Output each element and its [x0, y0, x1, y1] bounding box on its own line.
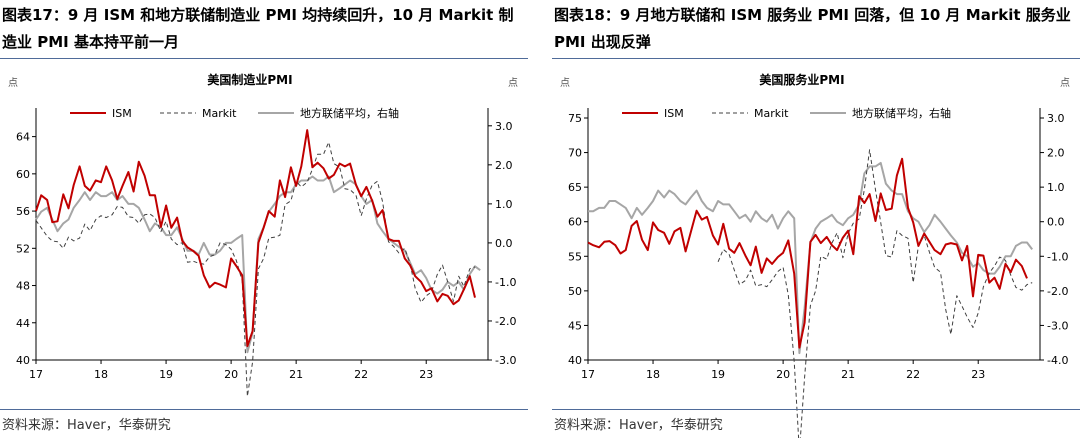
figure-17-title: 图表17：9 月 ISM 和地方联储制造业 PMI 均持续回升，10 月 Mar…	[2, 6, 514, 51]
left-tick-label: 52	[16, 242, 30, 255]
left-axis-unit: 点	[8, 77, 18, 89]
left-tick-label: 60	[16, 168, 30, 181]
left-tick-label: 40	[568, 354, 582, 367]
right-tick-label: -3.0	[1047, 319, 1068, 332]
left-tick-label: 55	[568, 250, 582, 263]
right-tick-label: 1.0	[1047, 181, 1065, 194]
x-tick-label: 21	[841, 368, 855, 381]
right-tick-label: 3.0	[495, 120, 513, 133]
x-tick-label: 18	[646, 368, 660, 381]
series-line-regional-fed	[35, 175, 481, 354]
legend-label: Markit	[754, 107, 789, 120]
left-tick-label: 65	[568, 181, 582, 194]
x-tick-label: 17	[29, 368, 43, 381]
left-tick-label: 44	[16, 317, 30, 330]
x-tick-label: 20	[776, 368, 790, 381]
x-tick-label: 20	[224, 368, 238, 381]
left-tick-label: 75	[568, 112, 582, 125]
right-tick-label: -2.0	[1047, 285, 1068, 298]
manufacturing-pmi-chart: 美国制造业PMI 点 点 40 44 48 52 56 60 64 -3.0 -2.0 -1.0 0.0 1…	[8, 72, 518, 397]
right-tick-label: -2.0	[495, 315, 516, 328]
figure-18-title: 图表18：9 月地方联储和 ISM 服务业 PMI 回落，但 10 月 Mark…	[554, 6, 1071, 51]
x-tick-label: 21	[289, 368, 303, 381]
chart-title: 美国制造业PMI	[207, 72, 292, 87]
series-line-ism	[35, 129, 476, 347]
x-tick-label: 19	[159, 368, 173, 381]
figure-17-source: 资料来源：Haver，华泰研究	[2, 418, 171, 433]
figure-17-panel: 图表17：9 月 ISM 和地方联储制造业 PMI 均持续回升，10 月 Mar…	[0, 0, 528, 438]
footer-divider	[552, 409, 1080, 410]
left-tick-label: 45	[568, 319, 582, 332]
right-tick-label: 3.0	[1047, 112, 1065, 125]
right-axis-unit: 点	[1060, 77, 1070, 89]
figure-18-source: 资料来源：Haver，华泰研究	[554, 418, 723, 433]
legend-label: 地方联储平均，右轴	[852, 106, 951, 120]
x-tick-label: 23	[971, 368, 985, 381]
figure-18-panel: 图表18：9 月地方联储和 ISM 服务业 PMI 回落，但 10 月 Mark…	[552, 0, 1080, 438]
right-tick-label: 1.0	[495, 198, 513, 211]
left-tick-label: 70	[568, 147, 582, 160]
series-line-ism	[587, 157, 1028, 349]
right-tick-label: -1.0	[1047, 250, 1068, 263]
legend-label: 地方联储平均，右轴	[300, 106, 399, 120]
left-tick-label: 48	[16, 280, 30, 293]
x-tick-label: 23	[419, 368, 433, 381]
x-tick-label: 22	[906, 368, 920, 381]
right-tick-label: 2.0	[495, 159, 513, 172]
left-tick-label: 64	[16, 131, 30, 144]
legend-label: ISM	[664, 107, 684, 120]
right-tick-label: 0.0	[1047, 216, 1065, 229]
footer-divider	[0, 409, 528, 410]
title-divider	[0, 58, 528, 59]
x-tick-label: 22	[354, 368, 368, 381]
left-tick-label: 60	[568, 216, 582, 229]
x-tick-label: 18	[94, 368, 108, 381]
legend-label: Markit	[202, 107, 237, 120]
services-pmi-chart: 美国服务业PMI 点 点 40 45 50 55 60 65 70 75 -4.0 -3.0 -2.0 -1…	[560, 72, 1070, 438]
left-tick-label: 50	[568, 285, 582, 298]
left-tick-label: 56	[16, 205, 30, 218]
right-tick-label: 2.0	[1047, 147, 1065, 160]
left-tick-label: 40	[16, 354, 30, 367]
x-tick-label: 19	[711, 368, 725, 381]
legend-label: ISM	[112, 107, 132, 120]
right-tick-label: -4.0	[1047, 354, 1068, 367]
title-divider	[552, 58, 1080, 59]
left-axis-unit: 点	[560, 77, 570, 89]
right-tick-label: -3.0	[495, 354, 516, 367]
series-line-markit	[717, 149, 1033, 438]
x-tick-label: 17	[581, 368, 595, 381]
chart-title: 美国服务业PMI	[759, 72, 844, 87]
right-tick-label: 0.0	[495, 237, 513, 250]
right-axis-unit: 点	[508, 77, 518, 89]
right-tick-label: -1.0	[495, 276, 516, 289]
